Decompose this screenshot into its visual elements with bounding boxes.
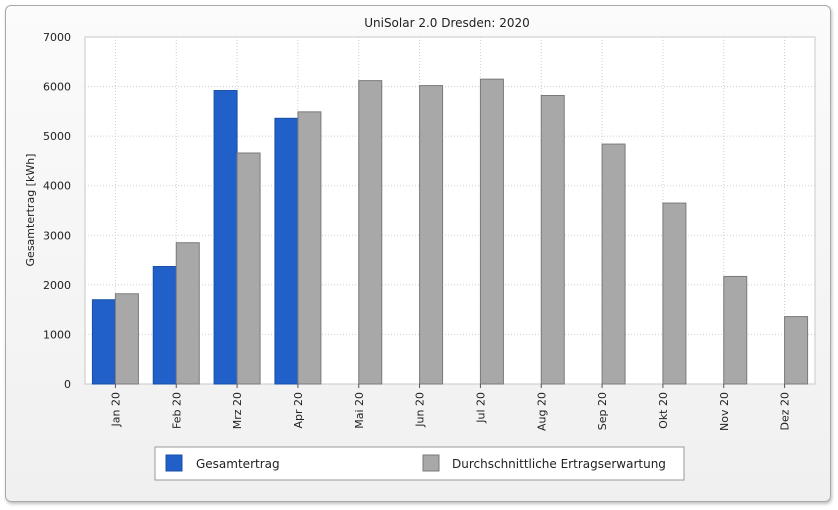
x-tick-label: Jun 20 bbox=[414, 392, 427, 428]
bar bbox=[479, 78, 504, 385]
bar bbox=[540, 94, 565, 385]
bar bbox=[114, 293, 139, 385]
x-axis-ticks: Jan 20 Feb 20 Mrz 20 Apr 20 Mai 20 Jun 20 Jul … bbox=[109, 384, 792, 431]
chart-title: UniSolar 2.0 Dresden: 2020 bbox=[364, 16, 530, 30]
y-axis-ticks: 0 1000 2000 3000 4000 5000 6000 7000 bbox=[43, 31, 71, 391]
bar bbox=[662, 202, 687, 385]
bar bbox=[297, 111, 322, 385]
x-tick-label: Jul 20 bbox=[474, 392, 487, 424]
y-tick-label: 7000 bbox=[43, 31, 71, 44]
bar bbox=[274, 117, 299, 385]
x-tick-label: Jan 20 bbox=[109, 392, 122, 427]
x-tick-label: Okt 20 bbox=[657, 392, 670, 429]
bars bbox=[91, 78, 809, 385]
legend-swatch bbox=[422, 454, 440, 472]
y-tick-label: 1000 bbox=[43, 328, 71, 341]
y-axis-label: Gesamtertrag [kWh] bbox=[24, 154, 37, 267]
y-tick-label: 3000 bbox=[43, 229, 71, 242]
bar bbox=[358, 80, 383, 385]
bar bbox=[152, 266, 177, 385]
legend-label: Gesamtertrag bbox=[196, 457, 280, 471]
y-tick-label: 0 bbox=[64, 378, 71, 391]
bar bbox=[213, 90, 238, 385]
y-tick-label: 5000 bbox=[43, 130, 71, 143]
plot-area bbox=[84, 36, 816, 385]
legend-box bbox=[154, 446, 685, 481]
x-tick-label: Mai 20 bbox=[353, 392, 366, 429]
bar bbox=[601, 143, 626, 385]
y-tick-label: 4000 bbox=[43, 180, 71, 193]
bar bbox=[784, 316, 809, 385]
bar bbox=[419, 85, 444, 385]
x-tick-label: Nov 20 bbox=[718, 392, 731, 431]
legend-swatch bbox=[165, 454, 183, 472]
x-tick-label: Feb 20 bbox=[170, 392, 183, 429]
legend: Gesamtertrag Durchschnittliche Ertragserw… bbox=[154, 446, 685, 481]
bar bbox=[236, 152, 261, 385]
x-tick-label: Dez 20 bbox=[779, 392, 792, 431]
x-tick-label: Aug 20 bbox=[535, 392, 548, 431]
x-tick-label: Mrz 20 bbox=[231, 392, 244, 429]
bar bbox=[91, 299, 116, 385]
legend-label: Durchschnittliche Ertragserwartung bbox=[452, 457, 666, 471]
y-tick-label: 2000 bbox=[43, 279, 71, 292]
x-tick-label: Sep 20 bbox=[596, 392, 609, 430]
y-tick-label: 6000 bbox=[43, 81, 71, 94]
bar bbox=[175, 242, 200, 385]
bar bbox=[723, 275, 748, 385]
x-tick-label: Apr 20 bbox=[292, 392, 305, 429]
